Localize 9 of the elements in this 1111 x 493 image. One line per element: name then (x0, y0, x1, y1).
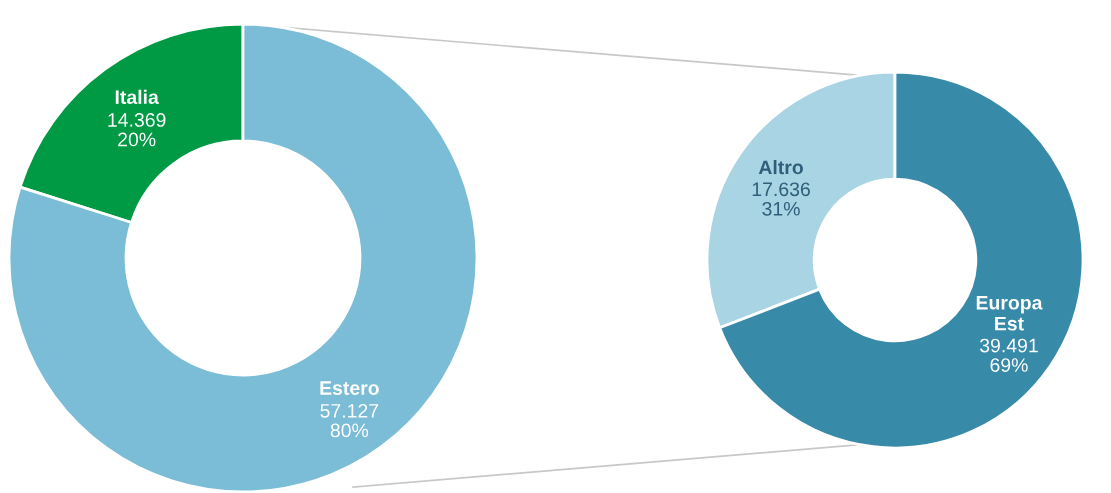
slice-label: Italia (115, 89, 159, 105)
slice-label: Europa Est (976, 296, 1043, 331)
slice-label: Estero (320, 381, 379, 395)
donut-slice (7, 22, 479, 493)
data-label: 57.127 80% (320, 403, 379, 438)
data-label: 14.369 20% (108, 113, 166, 147)
data-label: 39.491 69% (979, 338, 1038, 372)
slice-label: Altro (758, 159, 803, 175)
data-label: 17.636 31% (752, 182, 810, 216)
